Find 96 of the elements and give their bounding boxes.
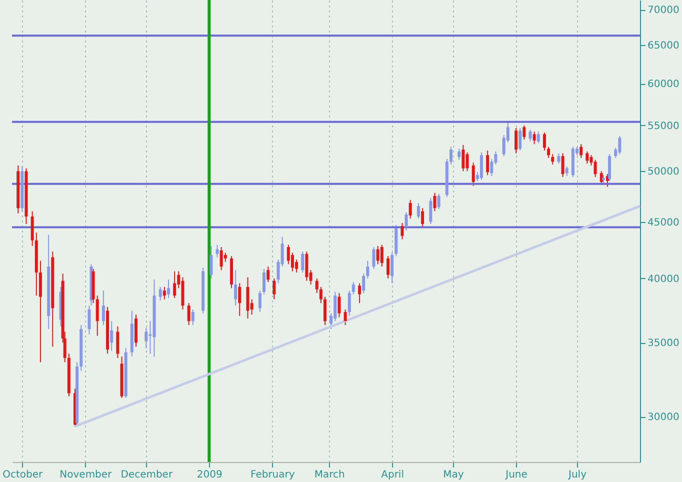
candlestick bbox=[404, 212, 408, 231]
candlestick bbox=[334, 291, 337, 322]
candlestick bbox=[30, 210, 34, 246]
candlestick bbox=[433, 192, 436, 212]
y-tick-label: 60000 bbox=[648, 79, 680, 90]
candlestick bbox=[518, 128, 522, 152]
candlestick bbox=[390, 252, 394, 284]
candlestick bbox=[536, 131, 540, 144]
candlestick bbox=[542, 132, 546, 152]
candlestick bbox=[301, 251, 304, 273]
candlestick bbox=[376, 245, 380, 265]
candlestick bbox=[238, 282, 242, 316]
candlestick bbox=[580, 144, 583, 158]
candlestick bbox=[216, 244, 219, 258]
candlestick bbox=[472, 162, 475, 186]
candlestick bbox=[272, 278, 276, 300]
candlestick bbox=[532, 131, 536, 145]
candlestick bbox=[490, 158, 494, 177]
candlestick bbox=[110, 320, 114, 352]
candlestick bbox=[352, 282, 355, 295]
x-tick-label: May bbox=[443, 470, 464, 480]
candlestick bbox=[565, 166, 568, 177]
candlestick bbox=[348, 290, 351, 316]
candlestick bbox=[224, 252, 227, 262]
candlestick bbox=[551, 154, 554, 166]
candlestick bbox=[323, 296, 326, 326]
candlestick bbox=[144, 327, 148, 349]
candlestick bbox=[262, 268, 266, 295]
candlestick bbox=[187, 302, 190, 326]
candlestick bbox=[380, 244, 384, 268]
candlestick bbox=[295, 259, 298, 273]
candlestick bbox=[466, 152, 469, 172]
candlestick bbox=[234, 270, 238, 306]
y-tick-label: 30000 bbox=[648, 412, 680, 424]
candlestick bbox=[594, 159, 597, 178]
candlestick bbox=[449, 146, 452, 166]
x-tick-label: June bbox=[504, 470, 528, 480]
candlestick bbox=[220, 246, 223, 271]
candlestick bbox=[416, 202, 420, 220]
candlestick bbox=[305, 251, 308, 282]
candlestick bbox=[173, 270, 176, 299]
candlestick bbox=[162, 286, 166, 300]
candlestick bbox=[88, 305, 91, 335]
candlestick bbox=[486, 150, 490, 176]
y-tick-label: 40000 bbox=[648, 274, 680, 285]
candlestick bbox=[102, 290, 105, 326]
candlestick bbox=[608, 154, 612, 182]
candlestick bbox=[480, 152, 483, 180]
y-tick-label: 45000 bbox=[648, 217, 680, 228]
candlestick bbox=[210, 245, 213, 279]
candlestick bbox=[246, 276, 250, 320]
candlestick bbox=[522, 124, 526, 140]
candlestick bbox=[258, 290, 262, 313]
candlestick bbox=[528, 129, 532, 142]
candlestick bbox=[547, 146, 550, 158]
candlestick bbox=[561, 152, 564, 178]
x-tick-label: December bbox=[120, 470, 174, 480]
candlestick bbox=[437, 193, 440, 210]
candlestick bbox=[618, 136, 622, 155]
candlestick bbox=[344, 308, 347, 326]
x-tick-label: October bbox=[2, 470, 44, 480]
candlestick bbox=[315, 278, 318, 294]
y-tick-label: 55000 bbox=[648, 120, 680, 132]
candlestick bbox=[362, 273, 366, 294]
candlestick bbox=[586, 150, 589, 164]
candlestick bbox=[319, 286, 322, 304]
candlestick bbox=[514, 128, 518, 154]
candlestick bbox=[421, 208, 424, 228]
y-tick-label: 65000 bbox=[648, 40, 680, 52]
candlestick bbox=[400, 222, 404, 240]
candlestick bbox=[286, 244, 290, 265]
x-tick-label: February bbox=[250, 470, 295, 480]
candlestick bbox=[158, 286, 162, 302]
candlestick bbox=[166, 279, 170, 299]
x-tick-label: July bbox=[568, 470, 587, 480]
y-tick-label: 70000 bbox=[648, 5, 680, 16]
candlestick bbox=[458, 148, 461, 160]
candlestick bbox=[338, 292, 341, 318]
y-tick-label: 35000 bbox=[648, 338, 680, 350]
candlestick bbox=[96, 295, 99, 336]
candlestick bbox=[429, 197, 432, 224]
y-tick-label: 50000 bbox=[648, 166, 680, 178]
x-tick-label: 2009 bbox=[196, 470, 222, 480]
candlestick bbox=[557, 152, 560, 164]
candlestick bbox=[266, 266, 270, 283]
candlestick bbox=[372, 246, 376, 270]
x-tick-label: April bbox=[381, 470, 404, 480]
candlestick bbox=[386, 256, 390, 279]
candlestick bbox=[116, 326, 120, 358]
x-tick-label: November bbox=[60, 470, 113, 480]
x-tick-label: March bbox=[314, 470, 345, 480]
candlestick bbox=[366, 260, 370, 279]
candlestick bbox=[358, 282, 362, 304]
candlestick bbox=[462, 144, 465, 172]
candlestick bbox=[408, 199, 412, 220]
candlestick bbox=[191, 308, 194, 326]
